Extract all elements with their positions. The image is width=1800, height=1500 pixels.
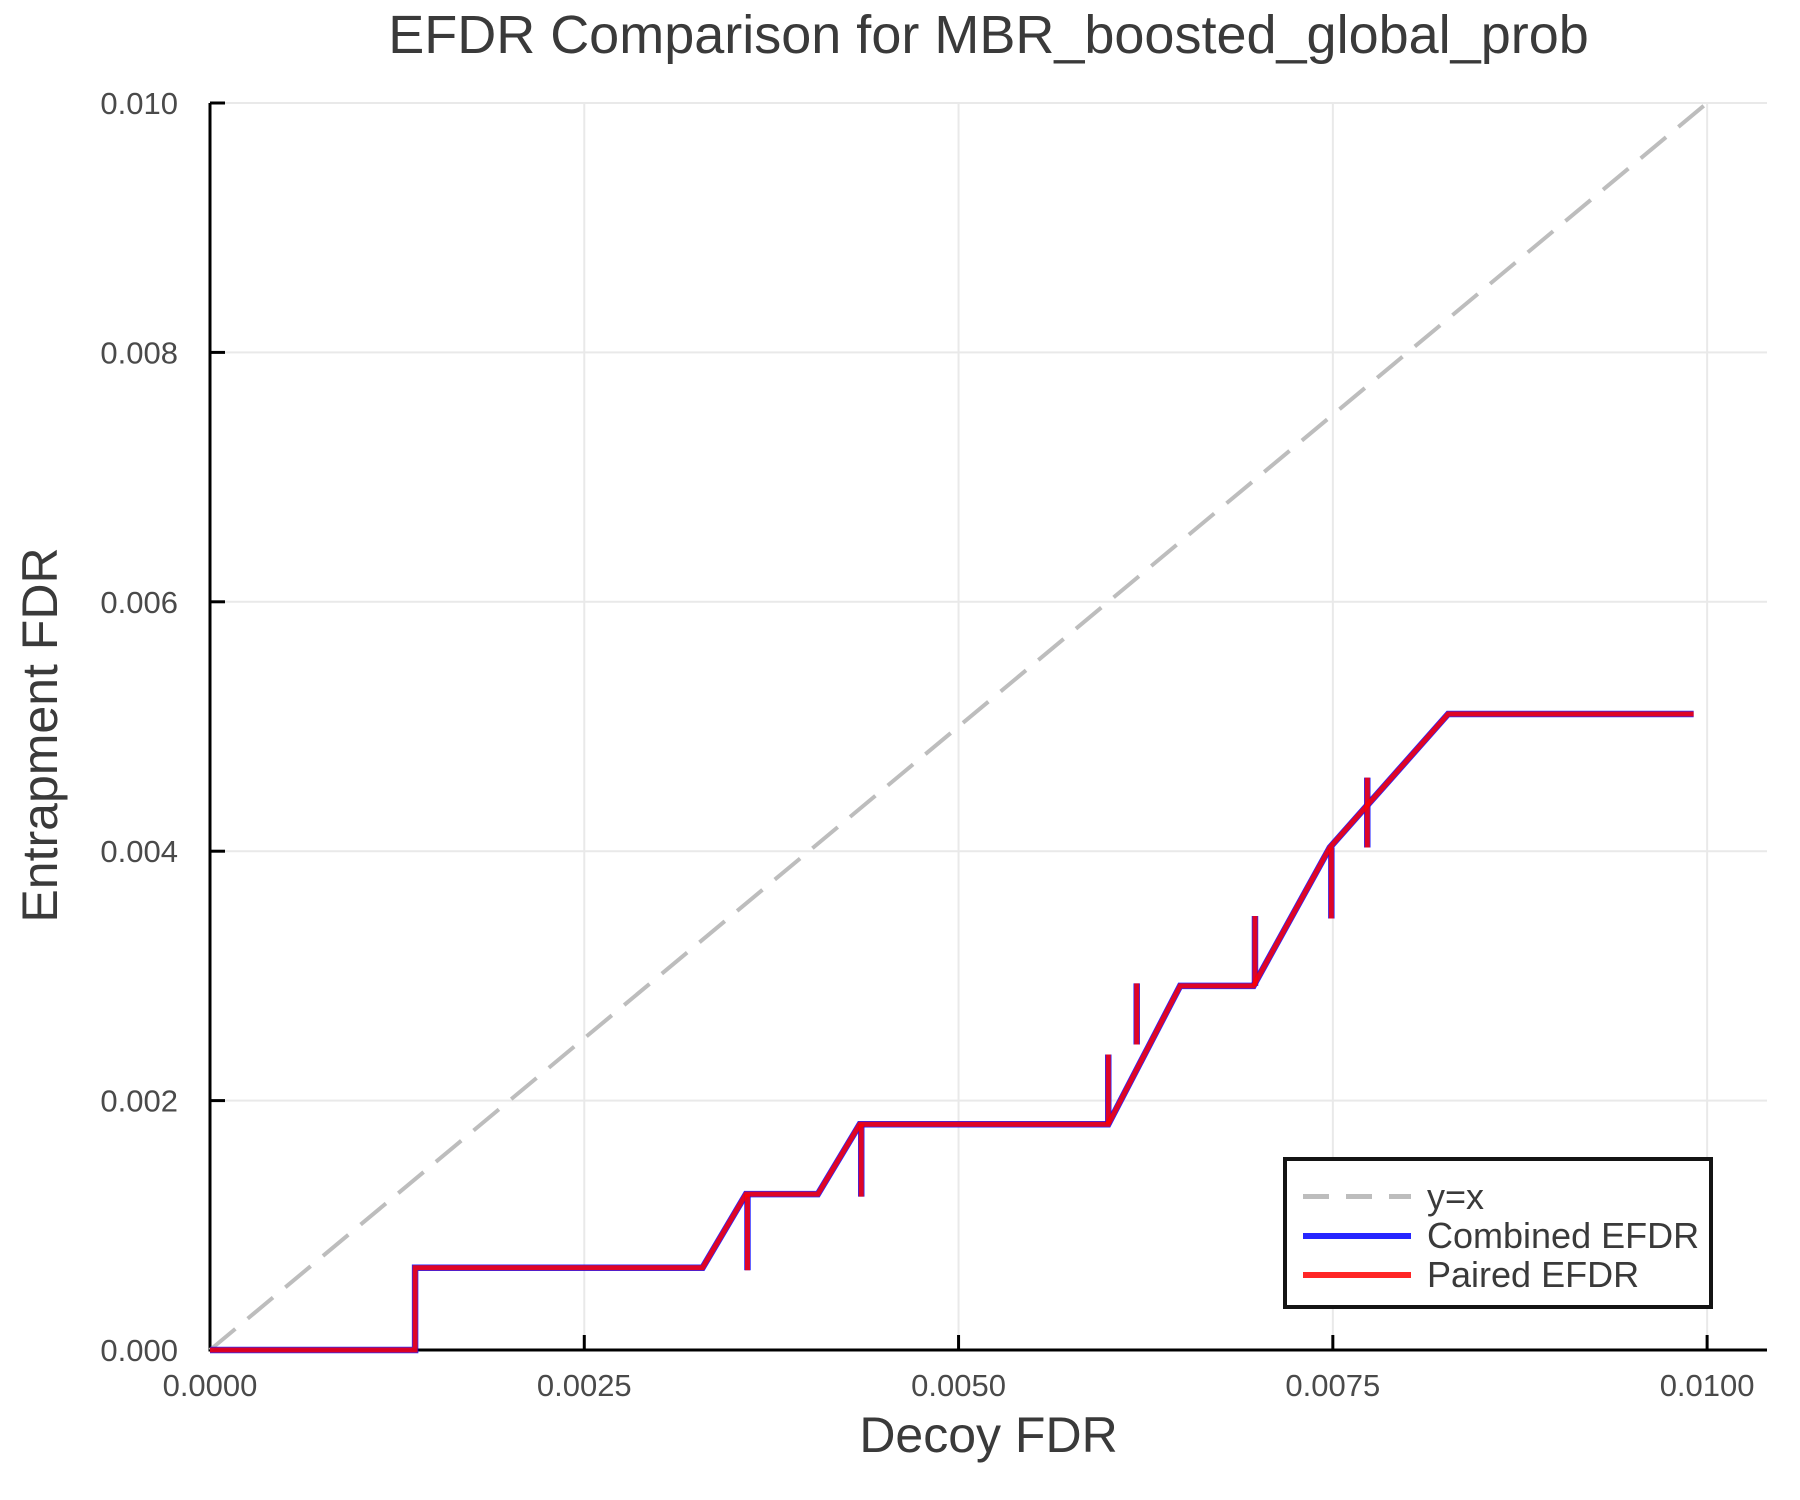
y-tick-label: 0.010	[100, 86, 178, 121]
legend-entry: y=x	[1303, 1177, 1709, 1216]
legend-label: Paired EFDR	[1427, 1253, 1640, 1295]
x-tick-label: 0.0025	[537, 1368, 632, 1403]
chart-title: EFDR Comparison for MBR_boosted_global_p…	[388, 5, 1589, 65]
legend-entry: Paired EFDR	[1303, 1255, 1709, 1294]
x-axis-label: Decoy FDR	[859, 1407, 1118, 1463]
y-tick-label: 0.008	[100, 335, 178, 370]
y-tick-label: 0.000	[100, 1333, 178, 1368]
series-y-x	[208, 101, 1709, 1352]
x-tick-label: 0.0000	[163, 1368, 258, 1403]
legend-dashed-line-swatch	[1303, 1194, 1411, 1199]
x-tick-label: 0.0050	[911, 1368, 1006, 1403]
legend-line-swatch	[1303, 1232, 1411, 1239]
legend-entry: Combined EFDR	[1303, 1216, 1709, 1255]
y-tick-label: 0.006	[100, 585, 178, 620]
y-tick-label: 0.002	[100, 1084, 178, 1119]
legend-label: Combined EFDR	[1427, 1214, 1700, 1256]
x-tick-label: 0.0100	[1660, 1368, 1755, 1403]
legend: y=x Combined EFDR Paired EFDR	[1283, 1157, 1713, 1309]
x-tick-label: 0.0075	[1285, 1368, 1380, 1403]
y-axis-label: Entrapment FDR	[12, 547, 68, 923]
y-tick-label: 0.004	[100, 834, 178, 869]
legend-line-swatch	[1303, 1271, 1411, 1278]
legend-label: y=x	[1427, 1175, 1485, 1217]
